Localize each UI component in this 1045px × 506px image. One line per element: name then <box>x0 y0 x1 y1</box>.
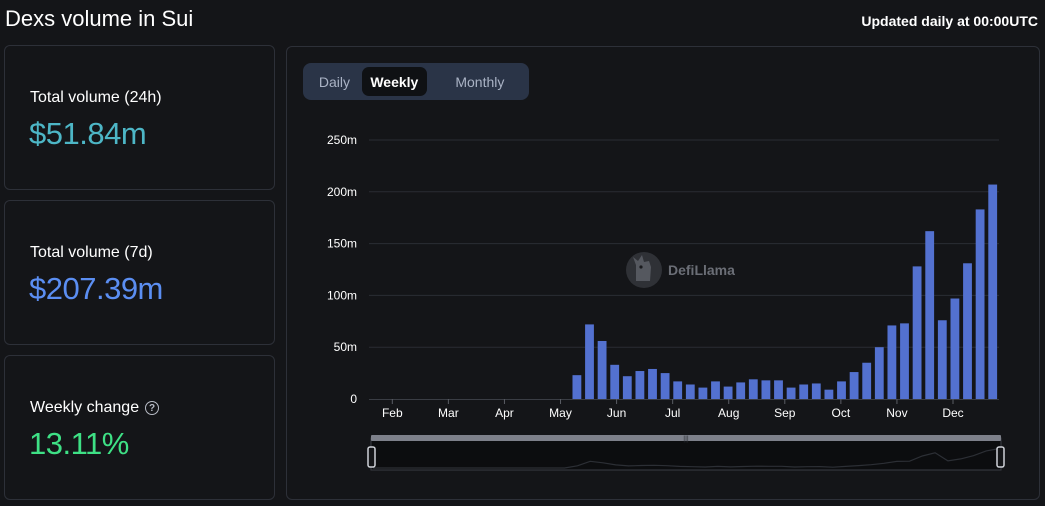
x-tick-label: May <box>549 406 572 420</box>
tab-weekly[interactable]: Weekly <box>361 67 427 96</box>
bar[interactable] <box>761 380 771 399</box>
bar[interactable] <box>585 324 594 399</box>
bar[interactable] <box>887 325 897 399</box>
bar[interactable] <box>597 340 607 399</box>
bar[interactable] <box>711 381 720 399</box>
chart-grid <box>369 139 999 348</box>
x-tick-label: Dec <box>942 406 963 420</box>
bar[interactable] <box>837 381 846 399</box>
x-tick-label: Aug <box>718 406 739 420</box>
bar[interactable] <box>988 184 998 399</box>
bar[interactable] <box>786 387 796 399</box>
volume-bar-chart: DefiLlama 0 50m 100m 150m 200m 250m Feb Mar Apr… <box>327 133 1005 471</box>
bar[interactable] <box>937 320 947 399</box>
stat-card-weekly-change: Weekly change ? 13.11% <box>4 355 275 500</box>
x-tick-label: Mar <box>438 406 459 420</box>
bars <box>572 184 998 400</box>
bar[interactable] <box>950 298 960 399</box>
y-tick-label: 50m <box>334 340 357 354</box>
bar[interactable] <box>849 372 859 399</box>
x-tick-label: Jun <box>607 406 626 420</box>
bar[interactable] <box>925 231 935 399</box>
x-axis: Feb Mar Apr May Jun Jul Aug Sep Oct Nov Dec <box>369 399 999 420</box>
bar[interactable] <box>635 371 645 399</box>
x-tick-label: Sep <box>774 406 796 420</box>
stat-value-volume-24h: $51.84m <box>29 116 147 151</box>
stat-card-volume-7d: Total volume (7d) $207.39m <box>4 200 275 345</box>
bar[interactable] <box>912 266 922 399</box>
weekly-change-label-text: Weekly change <box>30 399 140 416</box>
llama-logo-icon <box>626 252 662 288</box>
period-tabs: Daily Weekly Monthly <box>303 63 529 100</box>
tab-daily[interactable]: Daily <box>318 73 351 90</box>
bar[interactable] <box>610 364 620 399</box>
bar[interactable] <box>799 384 809 400</box>
bar[interactable] <box>572 375 582 399</box>
stat-value-volume-7d: $207.39m <box>29 271 163 306</box>
stat-label-volume-7d: Total volume (7d) <box>30 244 153 261</box>
y-tick-label: 150m <box>327 237 357 251</box>
bar[interactable] <box>811 383 821 399</box>
bar[interactable] <box>824 389 834 399</box>
chart-panel: Daily Weekly Monthly DefiLlama 0 50m 100m 1… <box>286 46 1040 500</box>
y-tick-label: 200m <box>327 185 357 199</box>
bar[interactable] <box>874 347 884 399</box>
page-title: Dexs volume in Sui <box>5 6 194 31</box>
bar[interactable] <box>736 382 746 399</box>
brush-handle-bar[interactable] <box>371 435 1001 441</box>
watermark-text: DefiLlama <box>668 262 735 278</box>
bar[interactable] <box>748 379 758 399</box>
y-tick-label: 250m <box>327 133 357 147</box>
x-tick-label: Nov <box>886 406 907 420</box>
bar[interactable] <box>648 368 657 399</box>
stat-value-weekly-change: 13.11% <box>29 426 129 461</box>
x-tick-label: Oct <box>832 406 851 420</box>
bar[interactable] <box>622 376 632 399</box>
bar[interactable] <box>900 323 909 399</box>
bar[interactable] <box>862 362 872 399</box>
x-tick-label: Jul <box>665 406 680 420</box>
brush-preview-line <box>373 448 1000 469</box>
brush-left-handle[interactable] <box>367 446 376 468</box>
stat-label-weekly-change: Weekly change ? <box>30 399 160 417</box>
range-brush[interactable]: ||| <box>367 435 1005 471</box>
defillama-watermark: DefiLlama <box>626 252 735 288</box>
bar[interactable] <box>685 384 695 400</box>
brush-right-handle[interactable] <box>996 446 1005 468</box>
bar[interactable] <box>673 381 683 399</box>
bar[interactable] <box>963 263 972 399</box>
bar[interactable] <box>698 387 708 399</box>
brush-grip-icon[interactable]: ||| <box>683 436 689 443</box>
y-axis: 0 50m 100m 150m 200m 250m <box>327 133 357 406</box>
x-tick-label: Apr <box>495 406 514 420</box>
bar[interactable] <box>975 209 985 399</box>
x-tick-label: Feb <box>382 406 403 420</box>
stat-card-volume-24h: Total volume (24h) $51.84m <box>4 45 275 190</box>
updated-note: Updated daily at 00:00UTC <box>861 13 1038 29</box>
bar[interactable] <box>660 373 670 399</box>
tab-monthly[interactable]: Monthly <box>455 73 505 90</box>
question-circle-icon[interactable]: ? <box>145 401 160 415</box>
bar[interactable] <box>774 380 783 399</box>
y-tick-label: 100m <box>327 288 357 302</box>
bar[interactable] <box>723 386 733 399</box>
stat-label-volume-24h: Total volume (24h) <box>30 89 162 106</box>
y-tick-label: 0 <box>350 392 357 406</box>
